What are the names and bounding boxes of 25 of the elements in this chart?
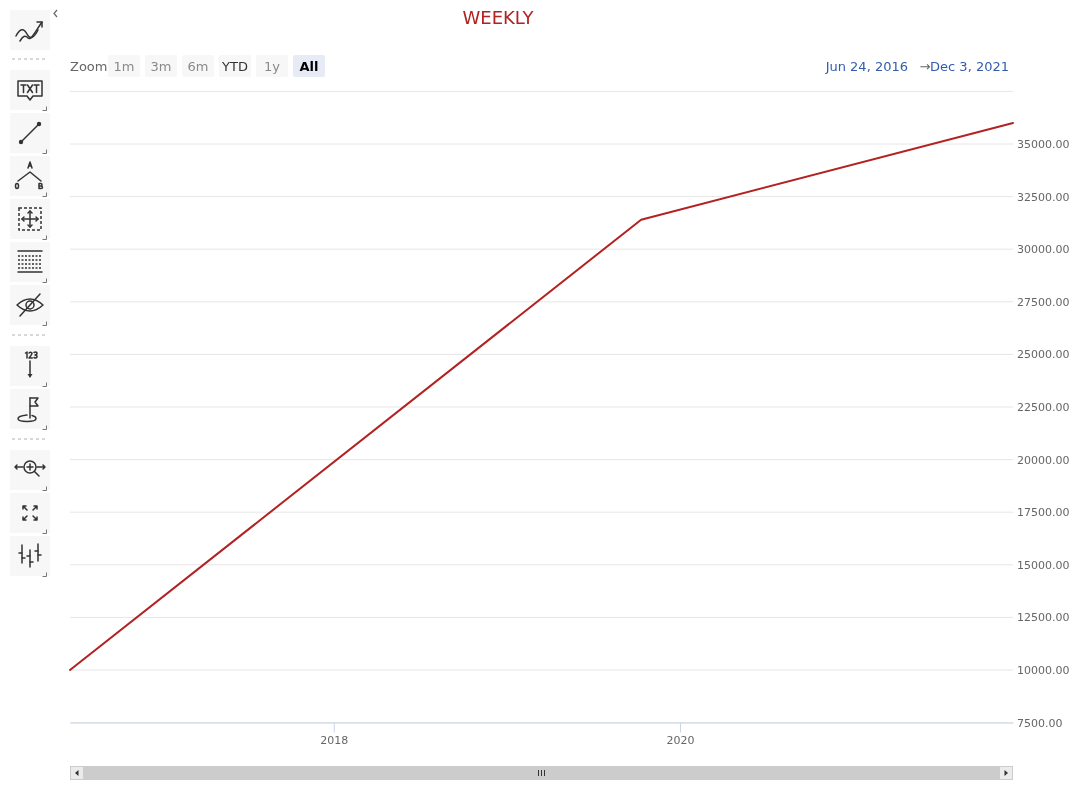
x-tick-label: 2018 (320, 734, 349, 748)
range-button: 6m (182, 55, 214, 77)
text: Jun 24, 2016 (824, 59, 908, 74)
y-tick-label: 17500.00 (1017, 506, 1070, 520)
y-tick-label: 15000.00 (1017, 558, 1070, 572)
range-button: All (293, 55, 325, 77)
y-tick-label: 22500.00 (1017, 401, 1070, 415)
y-tick-label: 32500.00 (1017, 190, 1070, 204)
range-button: 1m (108, 55, 140, 77)
y-tick-label: 25000.00 (1017, 348, 1070, 362)
range-button: 3m (145, 55, 177, 77)
y-tick-label: 10000.00 (1017, 664, 1070, 678)
y-tick-label: 30000.00 (1017, 243, 1070, 257)
text: Zoom (70, 59, 108, 74)
x-tick-label: 2020 (666, 734, 695, 748)
range-button: 1y (256, 55, 288, 77)
y-tick-label: 12500.00 (1017, 611, 1070, 625)
chart-title: WEEKLY (462, 7, 535, 28)
text: Dec 3, 2021 (930, 59, 1009, 74)
y-tick-label: 35000.00 (1017, 138, 1070, 152)
text: → (919, 59, 931, 74)
range-button: YTD (219, 55, 251, 77)
y-tick-label: 27500.00 (1017, 295, 1070, 309)
y-tick-label: 20000.00 (1017, 453, 1070, 467)
y-tick-label: 7500.00 (1017, 716, 1063, 730)
